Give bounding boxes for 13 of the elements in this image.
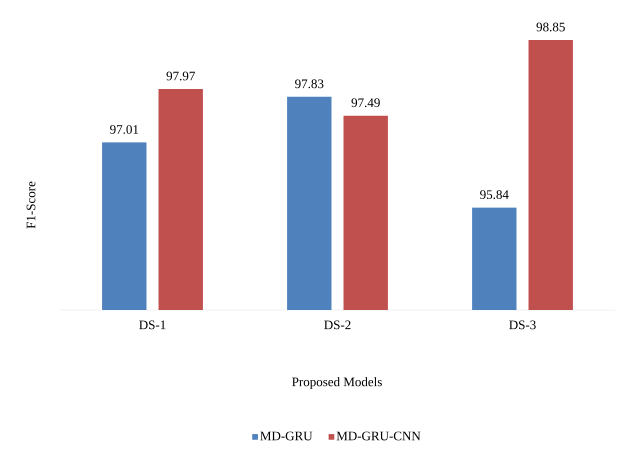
legend-label: MD-GRU <box>260 432 312 440</box>
x-tick-label: DS-3 <box>509 320 536 330</box>
x-tick-label: DS-2 <box>324 320 351 330</box>
data-label: 95.84 <box>480 190 509 200</box>
data-label: 97.97 <box>166 72 195 80</box>
data-label: 98.85 <box>536 22 565 32</box>
x-axis-title: Proposed Models <box>292 377 382 389</box>
data-label: 97.49 <box>352 98 380 108</box>
x-tick-label: DS-1 <box>139 320 166 330</box>
legend-label: MD-GRU-CNN <box>336 432 420 440</box>
data-label: 97.83 <box>295 79 324 88</box>
data-label: 97.01 <box>110 125 138 134</box>
y-axis-title: F1-Score <box>26 182 36 228</box>
